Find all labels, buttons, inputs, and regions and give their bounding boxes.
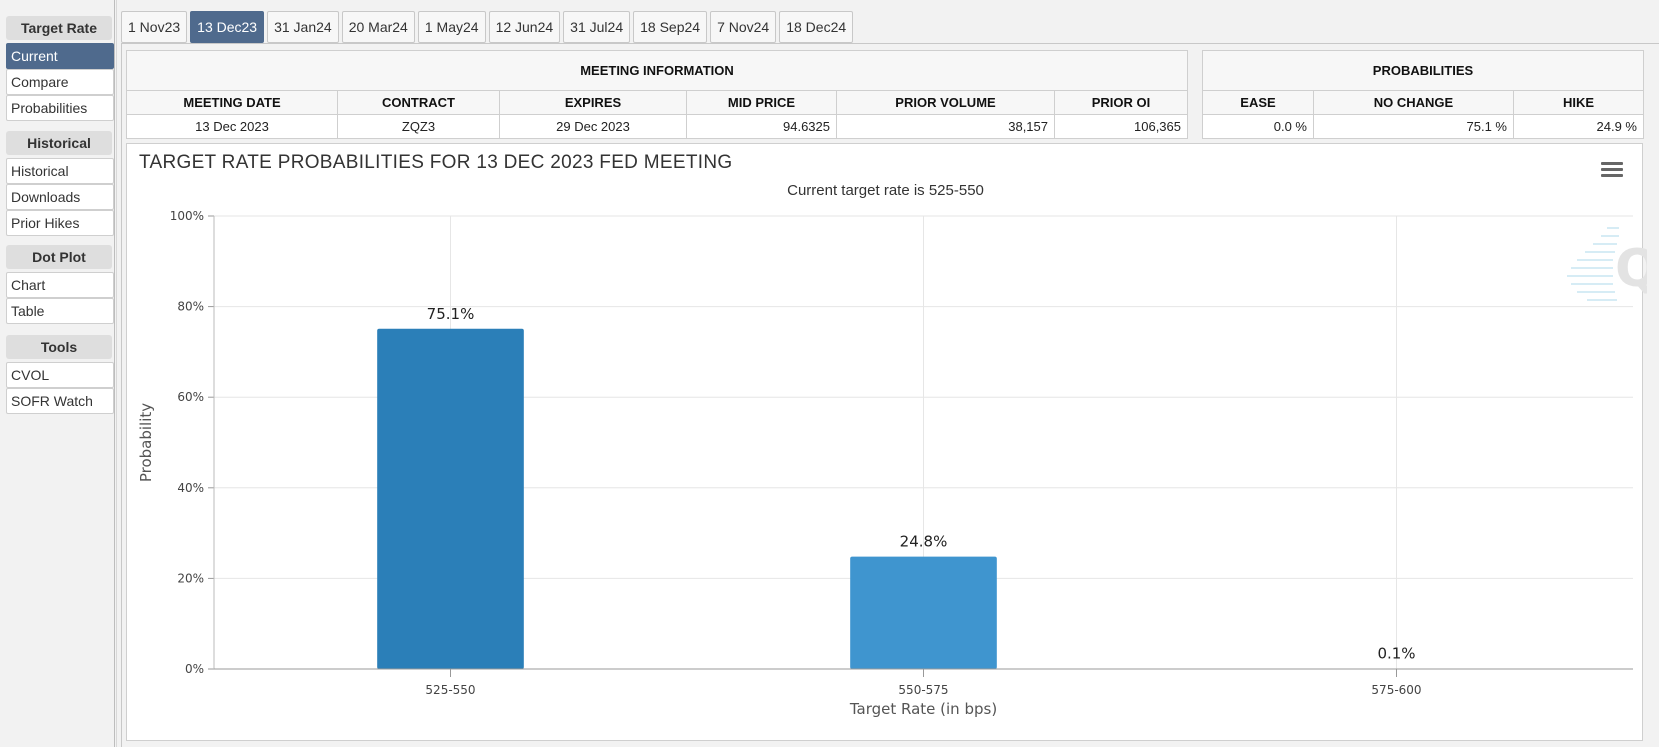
value-meeting-date: 13 Dec 2023 <box>126 114 338 139</box>
header-no-change: NO CHANGE <box>1313 90 1514 115</box>
quikstrike-logo-watermark: Q <box>1567 227 1647 301</box>
value-ease: 0.0 % <box>1202 114 1314 139</box>
y-tick-label: 40% <box>177 481 204 495</box>
tab-18-sep24[interactable]: 18 Sep24 <box>633 11 708 43</box>
y-tick-label: 20% <box>177 571 204 585</box>
hamburger-menu-icon[interactable] <box>1601 162 1623 180</box>
header-contract: CONTRACT <box>337 90 500 115</box>
tab-7-nov24[interactable]: 7 Nov24 <box>710 11 777 43</box>
bar-data-label: 0.1% <box>1377 645 1415 663</box>
svg-text:Q: Q <box>1615 239 1647 299</box>
sidebar-item-prior-hikes[interactable]: Prior Hikes <box>6 210 114 236</box>
probability-chart: 0% 20% 40% 60% 80% 100% 75.1% 525-550 24.8% 550-5… <box>137 209 1633 718</box>
probabilities-table: PROBABILITIES EASE NO CHANGE HIKE 0.0 % … <box>1202 50 1644 139</box>
sidebar-item-probabilities[interactable]: Probabilities <box>6 95 114 121</box>
header-mid-price: MID PRICE <box>686 90 837 115</box>
tab-1-nov23[interactable]: 1 Nov23 <box>121 11 188 43</box>
y-tick-label: 80% <box>177 300 204 314</box>
tab-1-may24[interactable]: 1 May24 <box>417 11 486 43</box>
sidebar-item-sofr-watch[interactable]: SOFR Watch <box>6 388 114 414</box>
chart-card: 0% 20% 40% 60% 80% 100% 75.1% 525-550 24.8% 550-5… <box>126 143 1647 741</box>
tab-13-dec23[interactable]: 13 Dec23 <box>190 11 265 43</box>
sidebar-item-cvol[interactable]: CVOL <box>6 362 114 388</box>
value-prior-volume: 38,157 <box>836 114 1055 139</box>
header-meeting-date: MEETING DATE <box>126 90 338 115</box>
value-prior-oi: 106,365 <box>1054 114 1188 139</box>
meeting-information-table: MEETING INFORMATION MEETING DATE CONTRAC… <box>126 50 1188 139</box>
value-no-change: 75.1 % <box>1313 114 1514 139</box>
bar-data-label: 75.1% <box>427 305 475 323</box>
meeting-tabs: 1 Nov23 13 Dec23 31 Jan24 20 Mar24 1 May24 12… <box>121 11 854 43</box>
chart-title: TARGET RATE PROBABILITIES FOR 13 DEC 202… <box>139 152 733 173</box>
header-hike: HIKE <box>1513 90 1644 115</box>
value-mid-price: 94.6325 <box>686 114 837 139</box>
y-tick-label: 100% <box>170 209 204 223</box>
y-tick-label: 60% <box>177 390 204 404</box>
sidebar-divider-inner <box>116 0 117 747</box>
tab-20-mar24[interactable]: 20 Mar24 <box>341 11 415 43</box>
bar-525-550 <box>377 328 524 669</box>
x-tick-label: 525-550 <box>425 683 475 697</box>
bar-data-label: 24.8% <box>900 533 948 551</box>
sidebar-item-table[interactable]: Table <box>6 298 114 324</box>
sidebar-item-compare[interactable]: Compare <box>6 69 114 95</box>
x-axis-title: Target Rate (in bps) <box>849 700 997 718</box>
sidebar-section-target-rate: Target Rate <box>6 16 112 40</box>
sidebar-divider <box>114 0 115 747</box>
sidebar-item-downloads[interactable]: Downloads <box>6 184 114 210</box>
value-contract: ZQZ3 <box>337 114 500 139</box>
header-expires: EXPIRES <box>499 90 687 115</box>
tab-18-dec24[interactable]: 18 Dec24 <box>779 11 854 43</box>
sidebar-item-historical[interactable]: Historical <box>6 158 114 184</box>
x-tick-label: 575-600 <box>1371 683 1421 697</box>
sidebar: Target Rate Current Compare Probabilities Hi… <box>0 0 116 747</box>
x-tick-label: 550-575 <box>898 683 948 697</box>
probabilities-title: PROBABILITIES <box>1202 50 1644 91</box>
sidebar-section-tools: Tools <box>6 335 112 359</box>
sidebar-section-historical: Historical <box>6 131 112 155</box>
sidebar-item-current[interactable]: Current <box>6 43 114 69</box>
meeting-information-title: MEETING INFORMATION <box>126 50 1188 91</box>
value-expires: 29 Dec 2023 <box>499 114 687 139</box>
y-tick-label: 0% <box>185 662 204 676</box>
sidebar-section-dot-plot: Dot Plot <box>6 245 112 269</box>
sidebar-item-chart[interactable]: Chart <box>6 272 114 298</box>
bar-550-575 <box>850 556 997 669</box>
header-prior-volume: PRIOR VOLUME <box>836 90 1055 115</box>
header-ease: EASE <box>1202 90 1314 115</box>
tab-12-jun24[interactable]: 12 Jun24 <box>488 11 561 43</box>
tab-31-jan24[interactable]: 31 Jan24 <box>267 11 339 43</box>
tab-31-jul24[interactable]: 31 Jul24 <box>563 11 631 43</box>
chart-subtitle: Current target rate is 525-550 <box>787 182 984 199</box>
header-prior-oi: PRIOR OI <box>1054 90 1188 115</box>
y-axis-title: Probability <box>137 403 155 482</box>
value-hike: 24.9 % <box>1513 114 1644 139</box>
